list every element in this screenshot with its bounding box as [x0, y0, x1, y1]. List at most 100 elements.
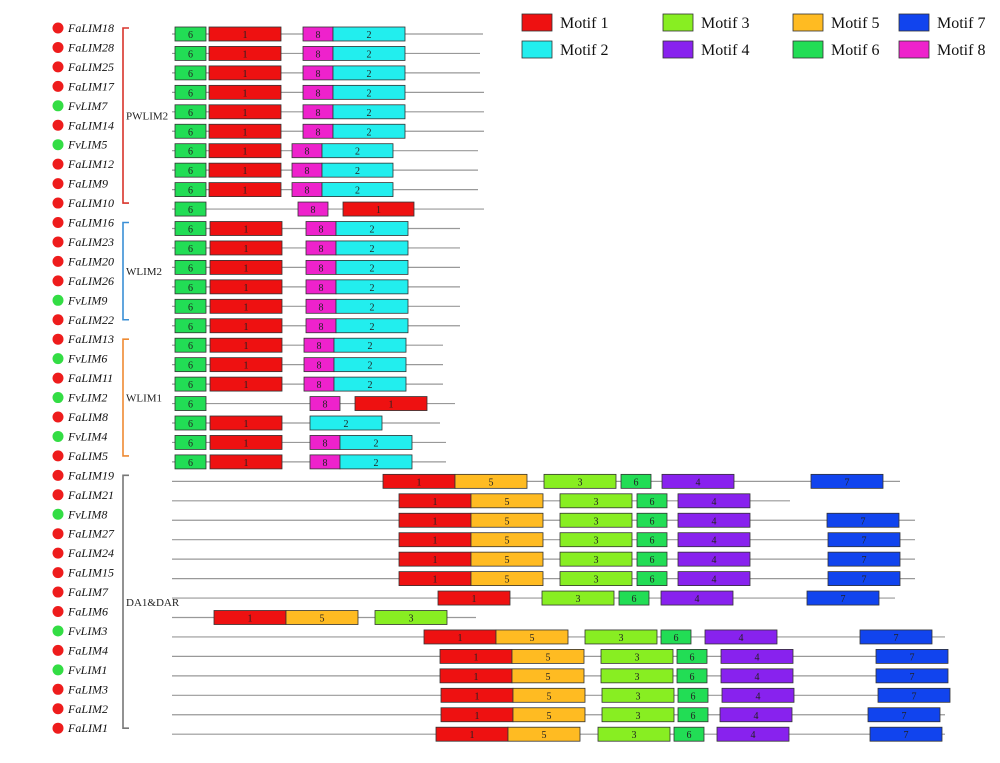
motif-number: 1	[417, 477, 422, 488]
motif-3-box: 3	[597, 726, 671, 742]
motif-number: 7	[862, 575, 867, 586]
legend-swatch	[792, 40, 824, 59]
motif-6-box: 6	[174, 182, 207, 198]
gene-row: FaLIM12 6 1 8 2	[52, 157, 478, 178]
motif-number: 6	[188, 400, 193, 411]
motif-5-box: 5	[285, 610, 359, 625]
gene-row: FvLIM3 1 5 3 6 4 7	[52, 624, 945, 645]
motif-1-box: 1	[208, 182, 282, 198]
motif-1-box: 1	[208, 123, 282, 139]
motif-1-box: 1	[209, 376, 283, 392]
species-dot	[52, 314, 64, 326]
motif-number: 6	[650, 516, 655, 527]
motif-6-box: 6	[174, 201, 207, 217]
species-dot	[52, 22, 64, 34]
motif-number: 5	[505, 575, 510, 586]
motif-3-box: 3	[559, 571, 633, 586]
motif-6-box: 6	[174, 162, 207, 178]
species-dot	[52, 586, 64, 598]
motif-6-box: 6	[174, 279, 207, 295]
motif-number: 3	[594, 536, 599, 547]
gene-row: FaLIM16 6 1 8 2	[52, 216, 460, 236]
motif-number: 7	[845, 477, 850, 488]
motif-2-box: 2	[339, 435, 413, 450]
motif-1-box: 1	[209, 357, 283, 373]
motif-6-box: 6	[676, 668, 708, 684]
gene-row: FaLIM22 6 1 8 2	[52, 313, 460, 334]
gene-name: FaLIM10	[67, 196, 114, 210]
motif-4-box: 4	[704, 629, 778, 645]
motif-number: 8	[317, 341, 322, 352]
motif-number: 6	[188, 147, 193, 158]
motif-number: 8	[316, 127, 321, 138]
motif-1-box: 1	[398, 551, 472, 567]
motif-2-box: 2	[335, 259, 409, 275]
motif-6-box: 6	[174, 240, 207, 256]
gene-name: FvLIM6	[67, 352, 107, 366]
species-dot	[52, 703, 64, 715]
motif-number: 6	[188, 341, 193, 352]
group-brackets: PWLIM2 WLIM2 WLIM1 DA1&DAR	[122, 27, 180, 729]
legend-label: Motif 6	[831, 42, 879, 59]
motif-1-box: 1	[382, 473, 456, 489]
gene-name: FaLIM2	[67, 702, 108, 716]
motif-1-box: 1	[437, 590, 511, 606]
motif-number: 6	[188, 438, 193, 449]
motif-number: 1	[244, 263, 249, 274]
gene-name: FvLIM1	[67, 663, 107, 677]
motif-number: 6	[650, 536, 655, 547]
species-dot	[52, 606, 64, 617]
motif-6-box: 6	[174, 65, 207, 81]
motif-5-box: 5	[495, 629, 569, 645]
motif-number: 6	[188, 88, 193, 99]
motif-number: 1	[433, 536, 438, 547]
gene-name: FaLIM28	[67, 40, 114, 54]
motif-2-box: 2	[321, 162, 394, 178]
motif-1-box: 1	[209, 279, 283, 295]
gene-row: FaLIM13 6 1 8 2	[52, 332, 443, 353]
motif-6-box: 6	[174, 435, 207, 450]
motif-1-box: 1	[209, 415, 283, 431]
motif-1-box: 1	[208, 46, 282, 61]
gene-name: FaLIM21	[67, 488, 114, 502]
gene-row: FaLIM17 6 1 8 2	[52, 79, 484, 100]
motif-1-box: 1	[213, 610, 287, 625]
motif-number: 1	[243, 49, 248, 60]
motif-8-box: 8	[303, 376, 335, 392]
motif-number: 4	[755, 652, 760, 663]
species-dot	[52, 275, 64, 287]
group-bracket: DA1&DAR	[122, 474, 180, 729]
legend-swatch	[662, 40, 694, 59]
gene-row: FaLIM9 6 1 8 2	[52, 177, 478, 198]
gene-name: FaLIM8	[67, 410, 108, 424]
species-dot	[52, 80, 64, 92]
motif-8-box: 8	[302, 104, 334, 120]
motif-8-box: 8	[305, 298, 337, 314]
motif-4-box: 4	[677, 493, 751, 509]
motif-number: 4	[695, 594, 700, 605]
motif-number: 1	[376, 205, 381, 216]
motif-6-box: 6	[677, 707, 709, 723]
gene-name: FvLIM2	[67, 391, 107, 405]
gene-row: FaLIM21 1 5 3 6 4	[52, 488, 790, 509]
motif-number: 7	[902, 711, 907, 722]
motif-number: 2	[367, 108, 372, 119]
motif-number: 1	[243, 147, 248, 158]
motif-number: 2	[367, 49, 372, 60]
legend-label: Motif 2	[560, 42, 608, 59]
motif-6-box: 6	[174, 221, 207, 236]
motif-number: 5	[547, 691, 552, 702]
gene-row: FaLIM7 1 3 6 4 7	[52, 585, 895, 606]
gene-name: FaLIM9	[67, 177, 108, 191]
motif-7-box: 7	[875, 649, 949, 664]
gene-name: FaLIM6	[67, 605, 108, 619]
motif-5-box: 5	[511, 668, 585, 684]
motif-number: 8	[305, 147, 310, 158]
motif-number: 5	[505, 516, 510, 527]
motif-4-box: 4	[660, 590, 734, 606]
motif-number: 6	[634, 477, 639, 488]
gene-row: FaLIM10 6 8 1	[52, 196, 484, 217]
legend-swatch	[521, 40, 553, 59]
motif-number: 5	[542, 730, 547, 741]
